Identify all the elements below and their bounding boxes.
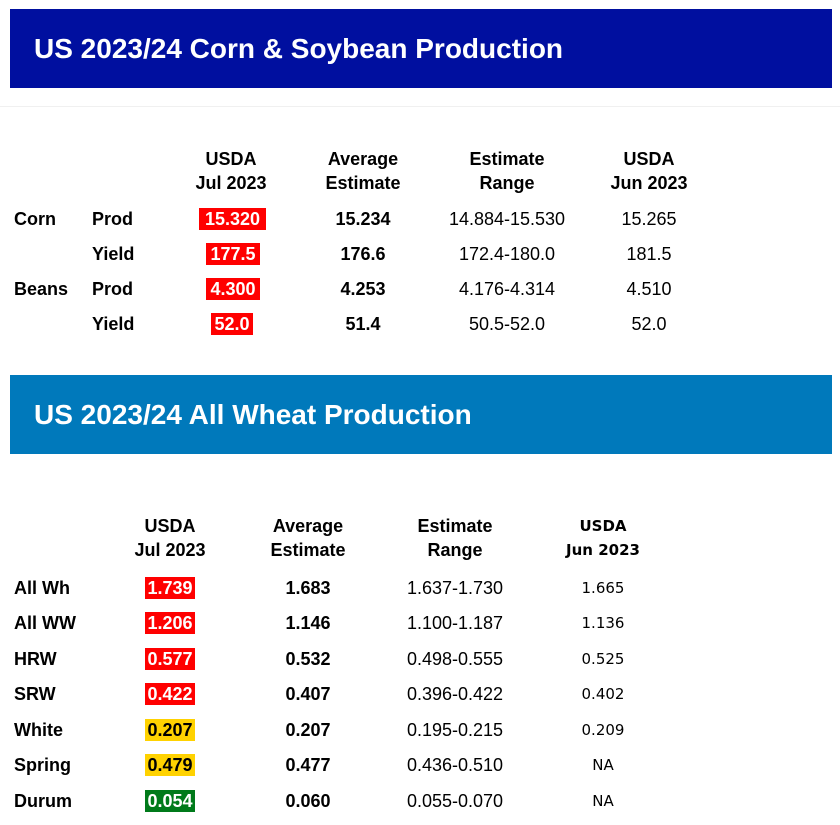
usda-jun-value: 4.510 — [626, 279, 672, 299]
average-estimate-value: 4.253 — [340, 279, 386, 299]
wheat-title: US 2023/24 All Wheat Production — [34, 398, 472, 430]
class-label: HRW — [14, 649, 57, 669]
header-usda-jul: USDA Jul 2023 — [180, 147, 282, 195]
estimate-range-value: 0.195-0.215 — [406, 720, 504, 740]
header-line: Jul 2023 — [134, 540, 206, 560]
header-line: Estimate — [469, 149, 545, 169]
estimate-range-value: 1.637-1.730 — [406, 578, 504, 598]
usda-jul-value: 0.054 — [145, 790, 195, 812]
corn-soybean-title-banner: US 2023/24 Corn & Soybean Production — [10, 9, 832, 88]
metric-label: Prod — [92, 279, 134, 299]
average-estimate-value: 176.6 — [340, 244, 386, 264]
usda-jun-value: 0.209 — [581, 721, 625, 739]
metric-label: Yield — [92, 244, 135, 264]
header-line: Average — [327, 149, 399, 169]
header-line: Range — [427, 540, 483, 560]
header-line: Estimate — [270, 540, 346, 560]
crop-label: Beans — [14, 279, 69, 299]
corn-soybean-title: US 2023/24 Corn & Soybean Production — [34, 32, 564, 64]
average-estimate-value: 1.683 — [285, 578, 331, 598]
estimate-range-value: 14.884-15.530 — [448, 209, 566, 229]
average-estimate-value: 15.234 — [335, 209, 391, 229]
metric-label: Yield — [92, 314, 135, 334]
average-estimate-value: 0.532 — [285, 649, 331, 669]
header-usda-jun: USDA Jun 2023 — [553, 514, 653, 562]
divider — [0, 106, 840, 107]
usda-jun-value: NA — [592, 756, 614, 774]
class-label: All Wh — [14, 578, 70, 598]
average-estimate-value: 0.207 — [285, 720, 331, 740]
header-line: Range — [479, 173, 535, 193]
usda-jul-value: 15.320 — [199, 208, 266, 230]
header-line: USDA — [623, 149, 675, 169]
usda-jun-value: 0.402 — [581, 685, 625, 703]
header-usda-jul: USDA Jul 2023 — [118, 514, 222, 562]
header-line: Estimate — [417, 516, 493, 536]
usda-jul-value: 1.739 — [145, 577, 195, 599]
usda-jul-value: 1.206 — [145, 612, 195, 634]
usda-jul-value: 0.207 — [145, 719, 195, 741]
average-estimate-value: 0.407 — [285, 684, 331, 704]
estimate-range-value: 0.055-0.070 — [406, 791, 504, 811]
estimate-range-value: 4.176-4.314 — [458, 279, 556, 299]
header-line: Estimate — [325, 173, 401, 193]
header-line: USDA — [579, 517, 627, 535]
estimate-range-value: 0.436-0.510 — [406, 755, 504, 775]
estimate-range-value: 172.4-180.0 — [458, 244, 556, 264]
average-estimate-value: 0.060 — [285, 791, 331, 811]
usda-jun-value: 181.5 — [626, 244, 672, 264]
header-usda-jun: USDA Jun 2023 — [598, 147, 700, 195]
estimate-range-value: 50.5-52.0 — [468, 314, 546, 334]
header-estimate-range: Estimate Range — [400, 514, 510, 562]
usda-jun-value: 1.665 — [581, 579, 625, 597]
header-line: Average — [272, 516, 344, 536]
header-line: Jun 2023 — [610, 173, 688, 193]
average-estimate-value: 51.4 — [345, 314, 381, 334]
header-line: USDA — [144, 516, 196, 536]
average-estimate-value: 0.477 — [285, 755, 331, 775]
estimate-range-value: 0.498-0.555 — [406, 649, 504, 669]
usda-jun-value: 15.265 — [621, 209, 677, 229]
header-average-estimate: Average Estimate — [312, 147, 414, 195]
usda-jul-value: 0.422 — [145, 683, 195, 705]
estimate-range-value: 0.396-0.422 — [406, 684, 504, 704]
usda-jul-value: 4.300 — [206, 278, 260, 300]
usda-jun-value: 1.136 — [581, 614, 625, 632]
header-line: Jul 2023 — [195, 173, 267, 193]
usda-jul-value: 0.577 — [145, 648, 195, 670]
usda-jun-value: 0.525 — [581, 650, 625, 668]
class-label: SRW — [14, 684, 56, 704]
average-estimate-value: 1.146 — [285, 613, 331, 633]
header-estimate-range: Estimate Range — [452, 147, 562, 195]
usda-jun-value: 52.0 — [631, 314, 667, 334]
header-line: USDA — [205, 149, 257, 169]
crop-label: Corn — [14, 209, 56, 229]
class-label: Spring — [14, 755, 71, 775]
estimate-range-value: 1.100-1.187 — [406, 613, 504, 633]
metric-label: Prod — [92, 209, 134, 229]
usda-jun-value: NA — [592, 792, 614, 810]
class-label: All WW — [14, 613, 76, 633]
wheat-title-banner: US 2023/24 All Wheat Production — [10, 375, 832, 454]
header-line: Jun 2023 — [566, 541, 640, 559]
class-label: White — [14, 720, 63, 740]
usda-jul-value: 177.5 — [206, 243, 260, 265]
usda-jul-value: 0.479 — [145, 754, 195, 776]
class-label: Durum — [14, 791, 72, 811]
header-average-estimate: Average Estimate — [256, 514, 360, 562]
usda-jul-value: 52.0 — [211, 313, 253, 335]
